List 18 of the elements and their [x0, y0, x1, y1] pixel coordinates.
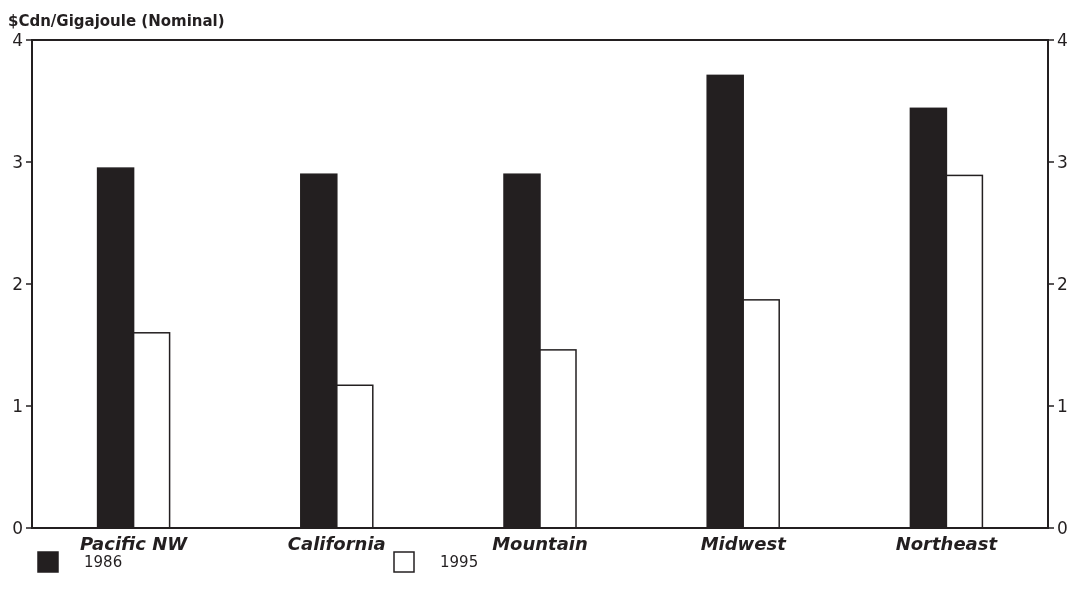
y-tick-label: 1	[12, 395, 23, 416]
x-tick-label: Pacific NW	[80, 533, 189, 554]
y2-tick-label: 0	[1057, 517, 1068, 538]
x-tick-label: Midwest	[700, 533, 788, 554]
y2-tick-label: 2	[1057, 273, 1068, 294]
y-tick-label: 2	[12, 273, 23, 294]
y2-tick-label: 3	[1057, 151, 1068, 172]
legend-label: 1986	[84, 553, 123, 572]
x-tick-label: California	[287, 533, 386, 554]
y-tick-label: 0	[12, 517, 23, 538]
y-tick-label: 4	[12, 29, 23, 50]
legend-label: 1995	[440, 553, 479, 572]
x-tick-label: Mountain	[492, 533, 588, 554]
y-axis-title: $Cdn/Gigajoule (Nominal)	[8, 12, 225, 30]
y-tick-label: 3	[12, 151, 23, 172]
y2-tick-label: 1	[1057, 395, 1068, 416]
x-tick-label: Northeast	[895, 533, 999, 554]
y2-tick-label: 4	[1057, 29, 1068, 50]
